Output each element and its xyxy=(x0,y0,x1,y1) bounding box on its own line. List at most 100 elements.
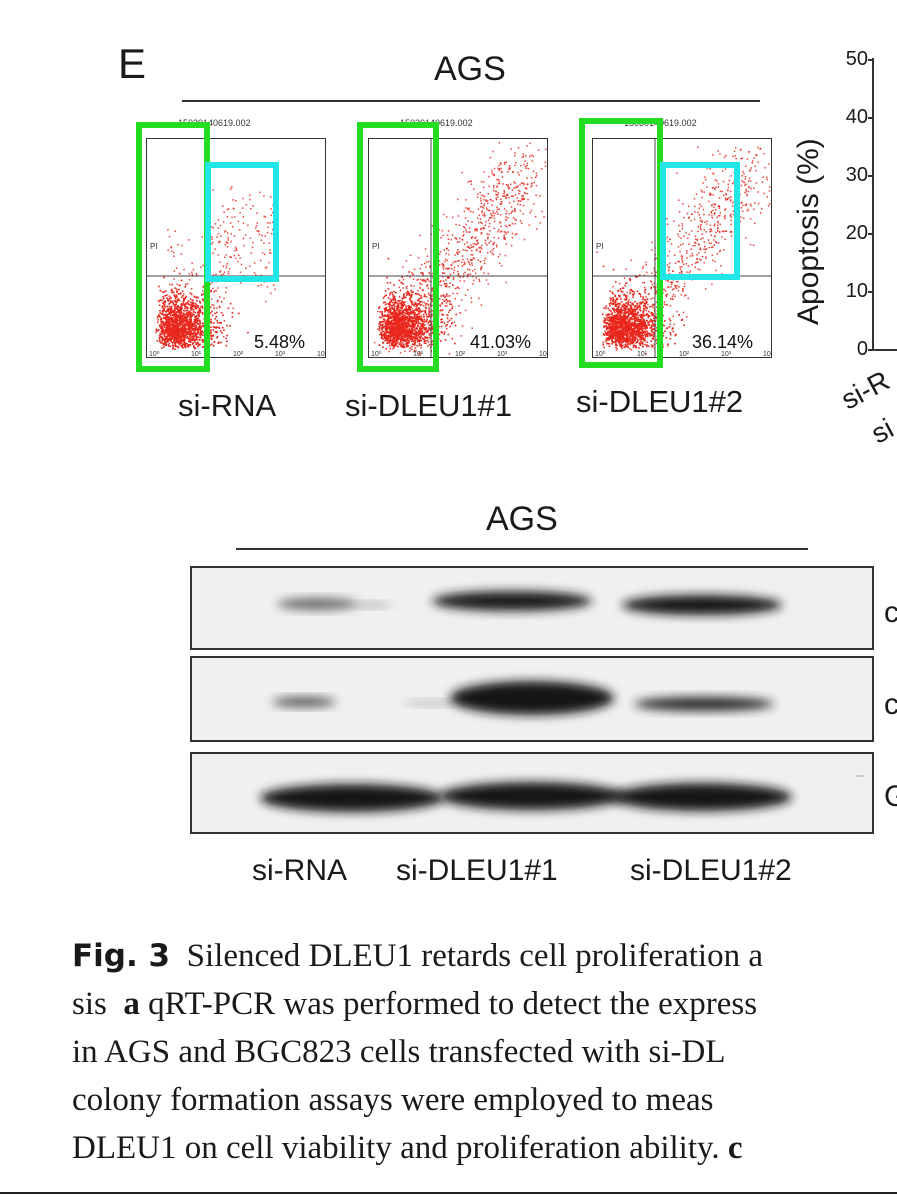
scatter-dot xyxy=(191,322,194,325)
scatter-dot xyxy=(448,311,450,313)
scatter-dot xyxy=(413,268,416,271)
scatter-dot xyxy=(212,252,214,254)
scatter-dot xyxy=(378,323,380,325)
scatter-dot xyxy=(399,316,402,319)
scatter-dot xyxy=(476,217,479,219)
scatter-dot xyxy=(165,311,167,313)
scatter-dot xyxy=(169,283,171,286)
scatter-dot xyxy=(157,329,160,331)
scatter-dot xyxy=(643,325,645,327)
scatter-dot xyxy=(271,221,274,224)
scatter-dot xyxy=(194,347,197,349)
scatter-dot xyxy=(216,326,218,328)
scatter-dot xyxy=(670,333,672,336)
scatter-dot xyxy=(507,186,509,188)
scatter-dot xyxy=(199,322,202,325)
scatter-dot xyxy=(197,320,199,322)
scatter-dot xyxy=(416,335,419,337)
scatter-dot xyxy=(426,302,428,305)
x-tick-label: 10³ xyxy=(497,351,508,357)
scatter-dot xyxy=(176,321,178,323)
scatter-dot xyxy=(165,331,167,334)
scatter-dot xyxy=(245,204,248,206)
scatter-dot xyxy=(671,328,674,330)
scatter-dot xyxy=(638,326,641,328)
scatter-dot xyxy=(170,312,173,315)
scatter-dot xyxy=(415,318,417,320)
scatter-dot xyxy=(451,337,454,340)
scatter-dot xyxy=(652,319,655,322)
scatter-dot xyxy=(615,305,617,307)
scatter-dot xyxy=(469,247,471,249)
scatter-dot xyxy=(171,301,174,303)
scatter-dot xyxy=(167,332,170,334)
scatter-dot xyxy=(424,262,426,265)
scatter-dot xyxy=(644,343,646,346)
scatter-dot xyxy=(618,338,620,341)
scatter-dot xyxy=(407,334,410,337)
x-tick-label: 10¹ xyxy=(413,351,424,357)
scatter-dot xyxy=(184,310,186,312)
scatter-dot xyxy=(431,295,433,298)
scatter-dot xyxy=(447,300,449,303)
scatter-dot xyxy=(422,279,424,281)
scatter-dot xyxy=(380,323,382,326)
scatter-dot xyxy=(522,198,524,201)
scatter-dot xyxy=(270,292,272,295)
scatter-dot xyxy=(394,323,397,326)
scatter-dot xyxy=(404,350,406,352)
scatter-dot xyxy=(226,246,229,248)
scatter-dot xyxy=(192,268,195,271)
scatter-dot xyxy=(405,310,407,313)
scatter-dot xyxy=(393,338,396,341)
scatter-dot xyxy=(200,333,203,336)
scatter-dot xyxy=(606,326,608,328)
scatter-dot xyxy=(391,338,394,341)
scatter-dot xyxy=(438,253,441,255)
scatter-dot xyxy=(420,304,423,306)
scatter-dot xyxy=(189,315,192,317)
scatter-dot xyxy=(191,327,194,330)
scatter-dot xyxy=(425,261,428,263)
scatter-dot xyxy=(396,320,398,322)
scatter-dot xyxy=(481,194,483,197)
scatter-dot xyxy=(416,303,419,305)
scatter-dot xyxy=(449,282,451,284)
scatter-dot xyxy=(430,315,433,317)
scatter-dot xyxy=(425,296,428,298)
scatter-dot xyxy=(175,324,178,326)
scatter-dot xyxy=(182,327,185,330)
scatter-dot xyxy=(172,300,174,302)
scatter-dot xyxy=(270,208,272,210)
scatter-dot xyxy=(606,319,609,321)
scatter-dot xyxy=(230,240,232,243)
scatter-dot xyxy=(216,336,219,338)
scatter-dot xyxy=(388,323,390,326)
scatter-dot xyxy=(386,313,389,316)
scatter-dot xyxy=(226,263,228,265)
scatter-dot xyxy=(496,178,498,181)
scatter-dot xyxy=(172,345,174,347)
scatter-dot xyxy=(492,253,495,256)
scatter-dot xyxy=(382,346,384,348)
scatter-dot xyxy=(165,337,168,340)
scatter-dot xyxy=(452,284,454,287)
scatter-dot xyxy=(468,246,470,249)
scatter-dot xyxy=(636,341,639,343)
scatter-dot xyxy=(646,341,648,343)
scatter-dot xyxy=(176,296,178,298)
scatter-dot xyxy=(417,299,420,302)
scatter-dot xyxy=(464,249,466,251)
scatter-dot xyxy=(161,333,164,335)
scatter-dot xyxy=(453,266,456,269)
scatter-dot xyxy=(389,341,391,343)
scatter-dot xyxy=(445,279,447,281)
scatter-dot xyxy=(470,237,473,240)
scatter-dot xyxy=(181,339,183,342)
scatter-dot xyxy=(157,300,160,303)
scatter-dot xyxy=(173,339,175,341)
scatter-dot xyxy=(183,299,185,302)
scatter-dot xyxy=(408,306,411,308)
scatter-dot xyxy=(214,248,216,250)
scatter-dot xyxy=(638,324,641,327)
